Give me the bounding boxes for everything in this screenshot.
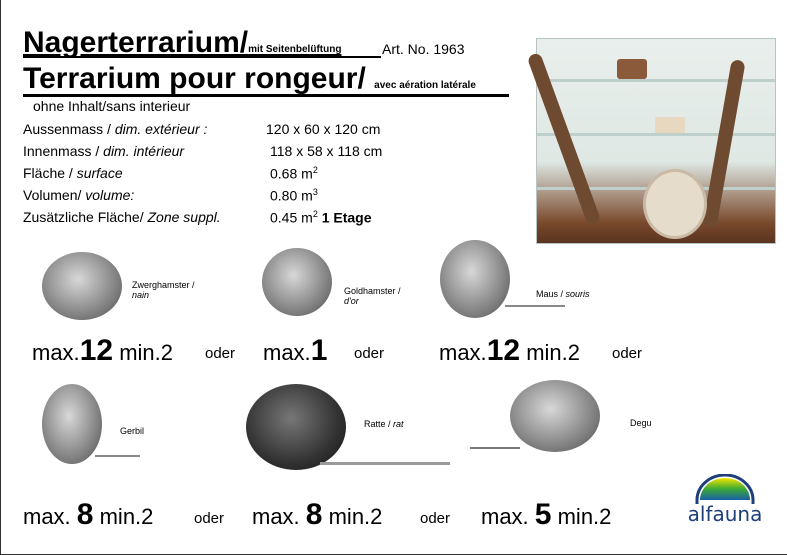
title-german: Nagerterrarium/mit Seitenbelüftung — [23, 26, 342, 59]
rat-image — [246, 384, 346, 470]
animal-label-gerbil: Gerbil — [120, 426, 145, 436]
dwarf-hamster-image — [42, 252, 122, 320]
spec-extra-value: 0.45 m2 1 Etage — [270, 209, 372, 226]
count-dwarf-hamster: max.12 min.2 — [32, 334, 173, 367]
oder-2: oder — [354, 345, 385, 362]
mouse-image — [440, 240, 510, 318]
oder-5: oder — [420, 510, 451, 527]
spec-surface-value: 0.68 m2 — [270, 165, 318, 182]
spec-outer-value: 120 x 60 x 120 cm — [266, 121, 381, 137]
spec-volume-label: Volumen/ volume: — [23, 187, 135, 203]
count-rat: max. 8 min.2 — [252, 498, 383, 531]
title-underline — [23, 94, 509, 97]
gerbil-image — [42, 384, 102, 464]
rat-tail — [320, 462, 450, 465]
count-gerbil: max. 8 min.2 — [23, 498, 154, 531]
spec-inner-value: 118 x 58 x 118 cm — [270, 143, 383, 159]
count-golden-hamster: max.1 — [263, 334, 328, 367]
terrarium-photo — [526, 38, 776, 244]
count-degu: max. 5 min.2 — [481, 498, 612, 531]
degu-tail — [470, 447, 520, 449]
spec-outer-label: Aussenmass / dim. extérieur : — [23, 121, 208, 137]
mouse-tail — [505, 305, 565, 307]
logo-text: alfauna — [688, 502, 763, 524]
oder-4: oder — [194, 510, 225, 527]
spec-inner-label: Innenmass / dim. intérieur — [23, 143, 185, 159]
oder-3: oder — [612, 345, 643, 362]
title-french: Terrarium pour rongeur/ avec aération la… — [23, 62, 476, 95]
alfauna-logo: alfauna — [680, 473, 770, 526]
article-number: Art. No. 1963 — [382, 41, 465, 57]
degu-image — [510, 380, 600, 452]
oder-1: oder — [205, 345, 236, 362]
spec-surface-label: Fläche / surface — [23, 165, 123, 181]
animal-label-degu: Degu — [630, 418, 652, 428]
animal-label-rat: Ratte / rat — [364, 419, 404, 429]
title-underline — [23, 56, 381, 58]
animal-label-golden-hamster: Goldhamster / d'or — [344, 286, 401, 306]
subtitle: ohne Inhalt/sans interieur — [33, 98, 191, 114]
gerbil-tail — [95, 455, 140, 457]
count-mouse: max.12 min.2 — [439, 334, 580, 367]
spec-extra-label: Zusätzliche Fläche/ Zone suppl. — [23, 209, 221, 225]
golden-hamster-image — [262, 248, 332, 316]
animal-label-mouse: Maus / souris — [536, 289, 590, 299]
spec-volume-value: 0.80 m3 — [270, 187, 318, 204]
animal-label-dwarf-hamster: Zwerghamster / nain — [132, 280, 195, 300]
